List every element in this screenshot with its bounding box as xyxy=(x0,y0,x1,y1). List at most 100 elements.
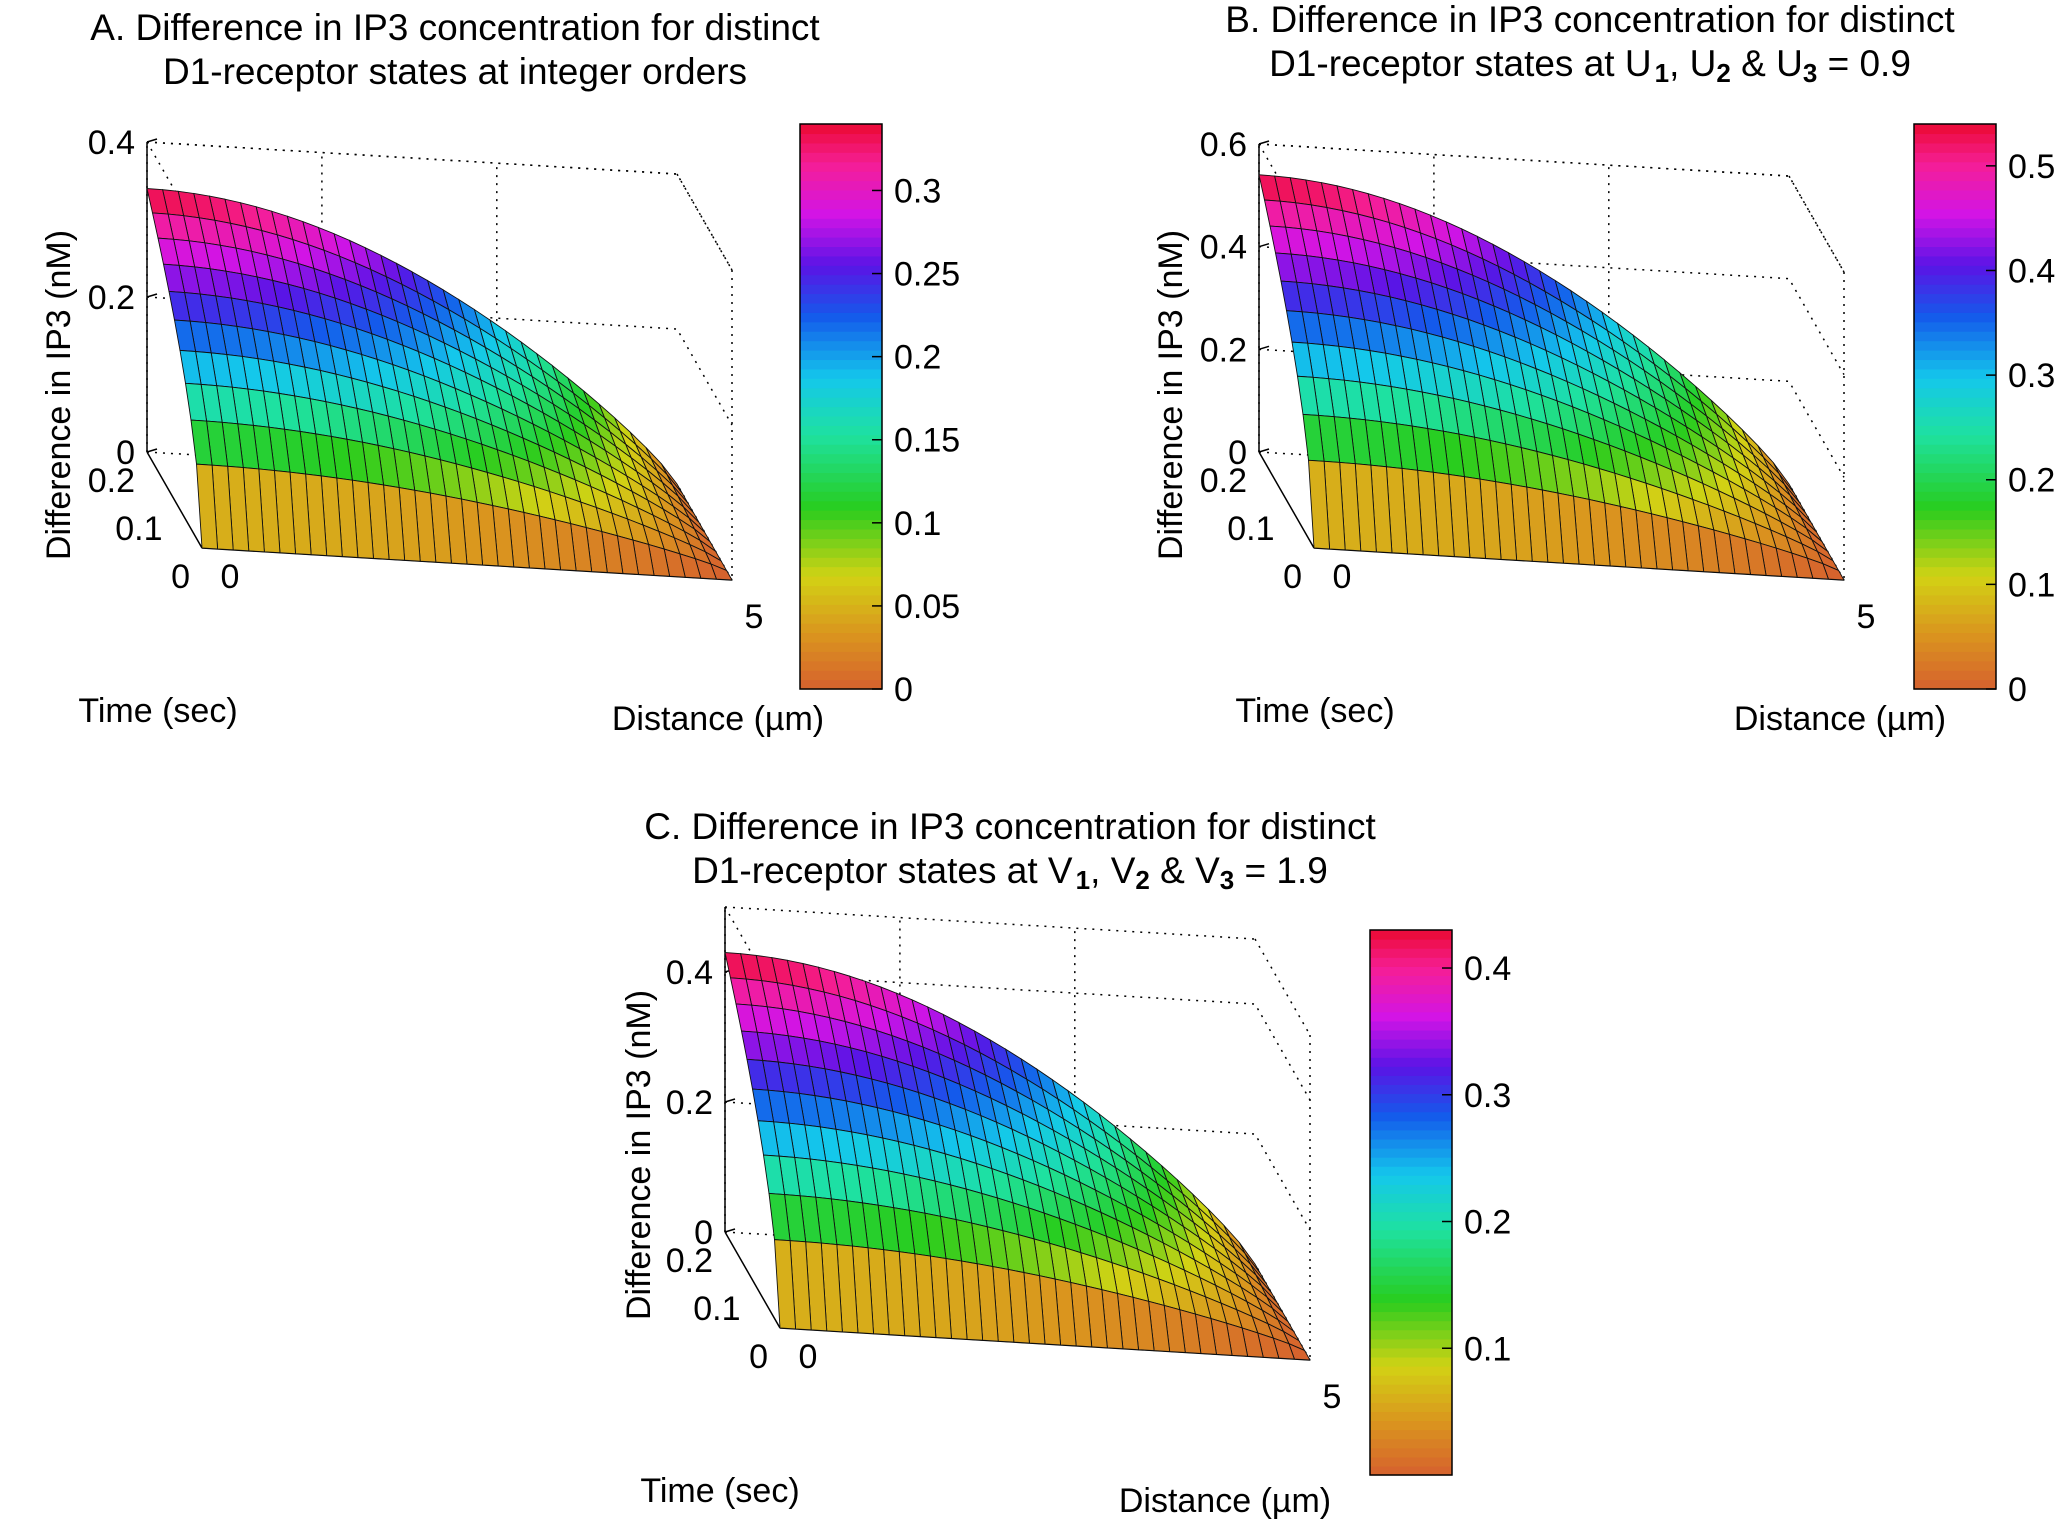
panel-a-colorbar-frame xyxy=(799,123,883,690)
panel-b-colorbar-band xyxy=(1914,651,1996,662)
panel-c-colorbar-band xyxy=(1370,1465,1452,1476)
panel-a-colorbar-band xyxy=(800,538,882,549)
panel-a-colorbar-band xyxy=(800,632,882,643)
panel-a-colorbar-band xyxy=(800,124,882,135)
panel-b-colorbar-band xyxy=(1914,623,1996,634)
panel-b-colorbar-band xyxy=(1914,519,1996,530)
panel-a-colorbar-band xyxy=(800,255,882,266)
panel-b-colorbar-band xyxy=(1914,670,1996,681)
panel-b-z-tick xyxy=(1258,242,1270,248)
panel-a-colorbar-band xyxy=(800,670,882,681)
panel-c-surface-cell xyxy=(774,1239,797,1330)
panel-c-title-mid2: & V xyxy=(1149,850,1220,891)
panel-c-colorbar-band xyxy=(1370,1338,1452,1349)
panel-b-colorbar-band xyxy=(1914,641,1996,652)
panel-c-x-label: Distance (µm) xyxy=(1119,1482,1331,1520)
panel-c-colorbar-band xyxy=(1370,1302,1452,1313)
panel-b-colorbar-band xyxy=(1914,180,1996,191)
panel-c-colorbar-band xyxy=(1370,1311,1452,1322)
panel-a-grid-z xyxy=(146,141,733,271)
panel-a-colorbar-tick-label: 0.05 xyxy=(894,588,960,626)
panel-a-colorbar-band xyxy=(800,623,882,634)
panel-b-z-label: Difference in IP3 (nM) xyxy=(1152,230,1190,560)
panel-c-colorbar-band xyxy=(1370,1438,1452,1449)
panel-c-colorbar-band xyxy=(1370,1320,1452,1331)
panel-a-z-label: Difference in IP3 (nM) xyxy=(40,230,78,560)
panel-b-colorbar-band xyxy=(1914,218,1996,229)
panel-b-surface xyxy=(1258,174,1845,581)
panel-a-colorbar-band xyxy=(800,274,882,285)
panel-c-colorbar-band xyxy=(1370,1411,1452,1422)
panel-b-title: B. Difference in IP3 concentration for d… xyxy=(1110,0,2067,95)
panel-b-z-tick xyxy=(1258,448,1270,453)
panel-b-z-tick-label: 0.4 xyxy=(1200,229,1247,267)
panel-a-colorbar-band xyxy=(800,415,882,426)
panel-a-colorbar-band xyxy=(800,594,882,605)
panel-a-colorbar-tick-label: 0 xyxy=(894,671,913,709)
panel-b-z-tick-label: 0.2 xyxy=(1200,331,1247,369)
panel-c-colorbar-band xyxy=(1370,966,1452,977)
panel-c-title-end: = 1.9 xyxy=(1234,850,1328,891)
panel-b-title-mid2: & U xyxy=(1730,43,1803,84)
panel-a-colorbar-band xyxy=(800,293,882,304)
panel-a-colorbar-band xyxy=(800,510,882,521)
panel-a-z-tick xyxy=(146,448,158,453)
panel-a-colorbar-band xyxy=(800,199,882,210)
panel-b-y-tick-label: 0.1 xyxy=(1227,510,1274,548)
panel-c-colorbar: 0.1 0.2 0.3 0.4 xyxy=(1369,929,1511,1476)
panel-b-colorbar-band xyxy=(1914,199,1996,210)
panel-b-colorbar-band xyxy=(1914,679,1996,690)
panel-a-colorbar-band xyxy=(800,246,882,257)
panel-c-colorbar-tick-label: 0.2 xyxy=(1464,1204,1511,1242)
panel-b-y-label: Time (sec) xyxy=(1235,692,1394,730)
panel-a-z-tick xyxy=(146,293,158,298)
panel-c-colorbar-band xyxy=(1370,1293,1452,1304)
panel-c-colorbar-band xyxy=(1370,1429,1452,1440)
panel-c-colorbar-band xyxy=(1370,1011,1452,1022)
panel-b-colorbar-band xyxy=(1914,378,1996,389)
panel-b-colorbar-tick-label: 0 xyxy=(2008,671,2027,709)
panel-c-colorbar-band xyxy=(1370,1039,1452,1049)
panel-a-y-tick-label: 0.1 xyxy=(115,510,162,548)
panel-a-title: A. Difference in IP3 concentration for d… xyxy=(0,6,910,94)
panel-a-colorbar-band xyxy=(800,491,882,502)
panel-c-colorbar-band xyxy=(1370,1111,1452,1122)
panel-a-colorbar-band xyxy=(800,208,882,219)
panel-a-colorbar-band xyxy=(800,340,882,351)
panel-b-y-axis xyxy=(1258,451,1315,549)
panel-b-title-line2: D1-receptor states at U 1, U2 & U3 = 0.9 xyxy=(1110,42,2067,95)
panel-b-colorbar-band xyxy=(1914,660,1996,671)
panel-c-colorbar-band xyxy=(1370,1257,1452,1267)
panel-c-title-sub2: 2 xyxy=(1135,865,1150,895)
panel-c-z-tick-label: 0.4 xyxy=(666,954,713,992)
panel-b-colorbar-band xyxy=(1914,171,1996,182)
panel-a-title-line1: A. Difference in IP3 concentration for d… xyxy=(90,7,820,48)
panel-a-y-label: Time (sec) xyxy=(78,692,237,730)
panel-a-title-line2: D1-receptor states at integer orders xyxy=(162,51,748,92)
panel-b-colorbar-tick-label: 0.4 xyxy=(2008,252,2055,290)
panel-a-colorbar-band xyxy=(800,481,882,492)
panel-b-z-tick-label: 0 xyxy=(1228,434,1247,472)
panel-b-colorbar-band xyxy=(1914,576,1996,587)
panel-c-colorbar-band xyxy=(1370,1057,1452,1067)
panel-b-title-end: = 0.9 xyxy=(1817,43,1911,84)
panel-a-colorbar-tick-label: 0.25 xyxy=(894,256,960,294)
panel-c-colorbar-band xyxy=(1370,957,1452,967)
panel-c-colorbar-band xyxy=(1370,1048,1452,1058)
panel-a-colorbar-band xyxy=(800,434,882,445)
panel-a-colorbar-band xyxy=(800,500,882,511)
panel-a-colorbar-band xyxy=(800,641,882,652)
panel-b-colorbar-band xyxy=(1914,255,1996,266)
panel-b-colorbar-band xyxy=(1914,208,1996,219)
panel-c-colorbar-band xyxy=(1370,984,1452,995)
panel-c-colorbar-band xyxy=(1370,1329,1452,1340)
panel-c-colorbar-band xyxy=(1370,1148,1452,1158)
panel-a-colorbar-band xyxy=(800,189,882,200)
panel-b-colorbar-band xyxy=(1914,387,1996,398)
panel-a-colorbar-band xyxy=(800,463,882,474)
panel-c-y-tick-label: 0 xyxy=(749,1338,768,1376)
panel-a-colorbar-band xyxy=(800,152,882,163)
